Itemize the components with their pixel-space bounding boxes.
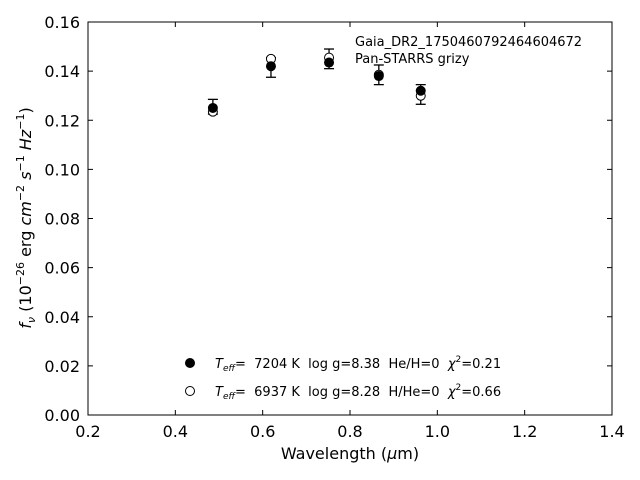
y-tick-label: 0.12 bbox=[44, 111, 80, 130]
y-tick-label: 0.08 bbox=[44, 210, 80, 229]
star-id-annotation: Gaia_DR2_1750460792464604672 bbox=[355, 35, 582, 50]
data-markers bbox=[207, 52, 426, 117]
x-tick-label: 0.2 bbox=[75, 422, 100, 441]
x-tick-label: 1.4 bbox=[599, 422, 624, 441]
legend-marker-open bbox=[185, 386, 195, 396]
point-filled-model bbox=[265, 61, 276, 72]
x-tick-labels: 0.2 0.4 0.6 0.8 1.0 1.2 1.4 bbox=[75, 422, 624, 441]
x-tick-label: 0.4 bbox=[163, 422, 188, 441]
x-tick-label: 1.0 bbox=[425, 422, 450, 441]
y-tick-label: 0.04 bbox=[44, 308, 80, 327]
y-axis-label: fν (10−26 erg cm−2 s−1 Hz−1) bbox=[14, 107, 38, 328]
y-tick-labels: 0.00 0.02 0.04 0.06 0.08 0.10 0.12 0.14 0.16 bbox=[44, 13, 80, 425]
y-tick-label: 0.14 bbox=[44, 62, 80, 81]
point-filled-model bbox=[324, 57, 335, 68]
y-tick-label: 0.10 bbox=[44, 160, 80, 179]
axis-ticks bbox=[87, 21, 613, 416]
y-tick-label: 0.02 bbox=[44, 357, 80, 376]
y-tick-label: 0.06 bbox=[44, 259, 80, 278]
survey-annotation: Pan-STARRS grizy bbox=[355, 52, 470, 67]
point-filled-model bbox=[373, 71, 384, 82]
point-filled-model bbox=[207, 102, 218, 113]
y-tick-label: 0.16 bbox=[44, 13, 80, 32]
x-tick-label: 0.6 bbox=[250, 422, 275, 441]
legend-marker-filled bbox=[185, 358, 195, 368]
x-tick-label: 0.8 bbox=[337, 422, 362, 441]
legend-entry-2: Teff= 6937 K log g=8.28 H/He=0 χ2=0.66 bbox=[215, 383, 501, 402]
x-axis-label: Wavelength (μm) bbox=[281, 444, 419, 463]
x-tick-label: 1.2 bbox=[512, 422, 537, 441]
y-tick-label: 0.00 bbox=[44, 406, 80, 425]
legend-entry-1: Teff= 7204 K log g=8.38 He/H=0 χ2=0.21 bbox=[215, 355, 501, 374]
point-filled-model bbox=[415, 85, 426, 96]
legend: Teff= 7204 K log g=8.38 He/H=0 χ2=0.21 T… bbox=[185, 355, 501, 402]
